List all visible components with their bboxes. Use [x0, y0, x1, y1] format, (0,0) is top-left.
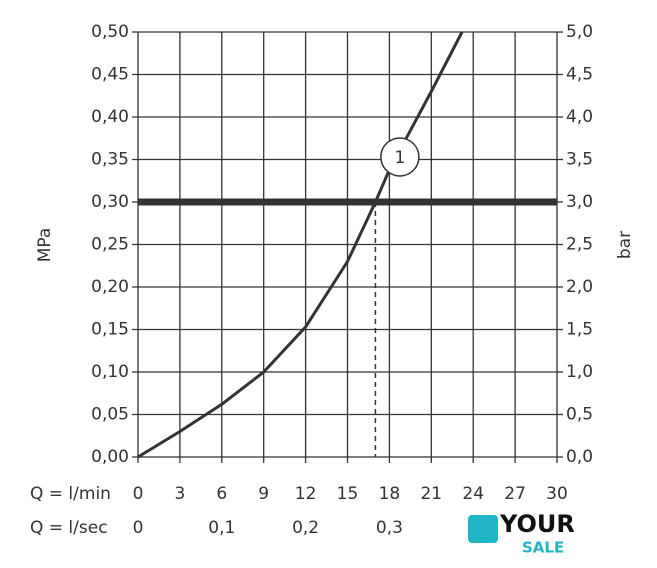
- x-axis-label: Q = l/min: [30, 484, 111, 504]
- y2-tick-label: 4,0: [566, 107, 593, 127]
- x2-tick-label: 0,2: [292, 518, 319, 538]
- x-tick-label: 9: [258, 484, 269, 504]
- y-tick-label: 0,15: [91, 320, 129, 340]
- y-tick-label: 0,35: [91, 150, 129, 170]
- x-tick-label: 3: [174, 484, 185, 504]
- y2-tick-label: 3,0: [566, 192, 593, 212]
- y2-tick-label: 1,5: [566, 320, 593, 340]
- y-tick-label: 0,20: [91, 277, 129, 297]
- y2-tick-label: 4,5: [566, 65, 593, 85]
- y-tick-label: 0,25: [91, 235, 129, 255]
- y2-tick-label: 0,5: [566, 405, 593, 425]
- y2-tick-label: 2,5: [566, 235, 593, 255]
- y-axis-label: MPa: [35, 228, 55, 263]
- x2-tick-label: 0,1: [208, 518, 235, 538]
- x-tick-label: 24: [462, 484, 484, 504]
- logo-icon: [468, 515, 498, 543]
- y2-axis-label: bar: [615, 231, 635, 259]
- y-tick-label: 0,00: [91, 447, 129, 467]
- logo-subtext: SALE: [522, 539, 564, 557]
- x-tick-label: 0: [133, 484, 144, 504]
- y2-tick-label: 0,0: [566, 447, 593, 467]
- annotation-text: 1: [394, 148, 405, 168]
- y-tick-label: 0,10: [91, 362, 129, 382]
- y-tick-label: 0,40: [91, 107, 129, 127]
- y-tick-label: 0,45: [91, 65, 129, 85]
- logo-text: YOUR: [499, 510, 575, 538]
- y2-tick-label: 2,0: [566, 277, 593, 297]
- x2-axis-label: Q = l/sec: [30, 518, 108, 538]
- x2-tick-label: 0: [133, 518, 144, 538]
- y2-tick-label: 3,5: [566, 150, 593, 170]
- x-tick-label: 6: [216, 484, 227, 504]
- y-tick-label: 0,30: [91, 192, 129, 212]
- y-tick-label: 0,05: [91, 405, 129, 425]
- annotation-circle: [380, 137, 420, 177]
- y2-tick-label: 5,0: [566, 22, 593, 42]
- x-tick-label: 12: [295, 484, 317, 504]
- x2-tick-label: 0,3: [376, 518, 403, 538]
- x-tick-label: 15: [337, 484, 359, 504]
- x-tick-label: 21: [420, 484, 442, 504]
- x-tick-label: 27: [504, 484, 526, 504]
- x-tick-label: 18: [379, 484, 401, 504]
- y-tick-label: 0,50: [91, 22, 129, 42]
- watermark: YOUR SALE: [468, 510, 575, 557]
- x-tick-label: 30: [546, 484, 568, 504]
- y2-tick-label: 1,0: [566, 362, 593, 382]
- curve: [137, 31, 464, 459]
